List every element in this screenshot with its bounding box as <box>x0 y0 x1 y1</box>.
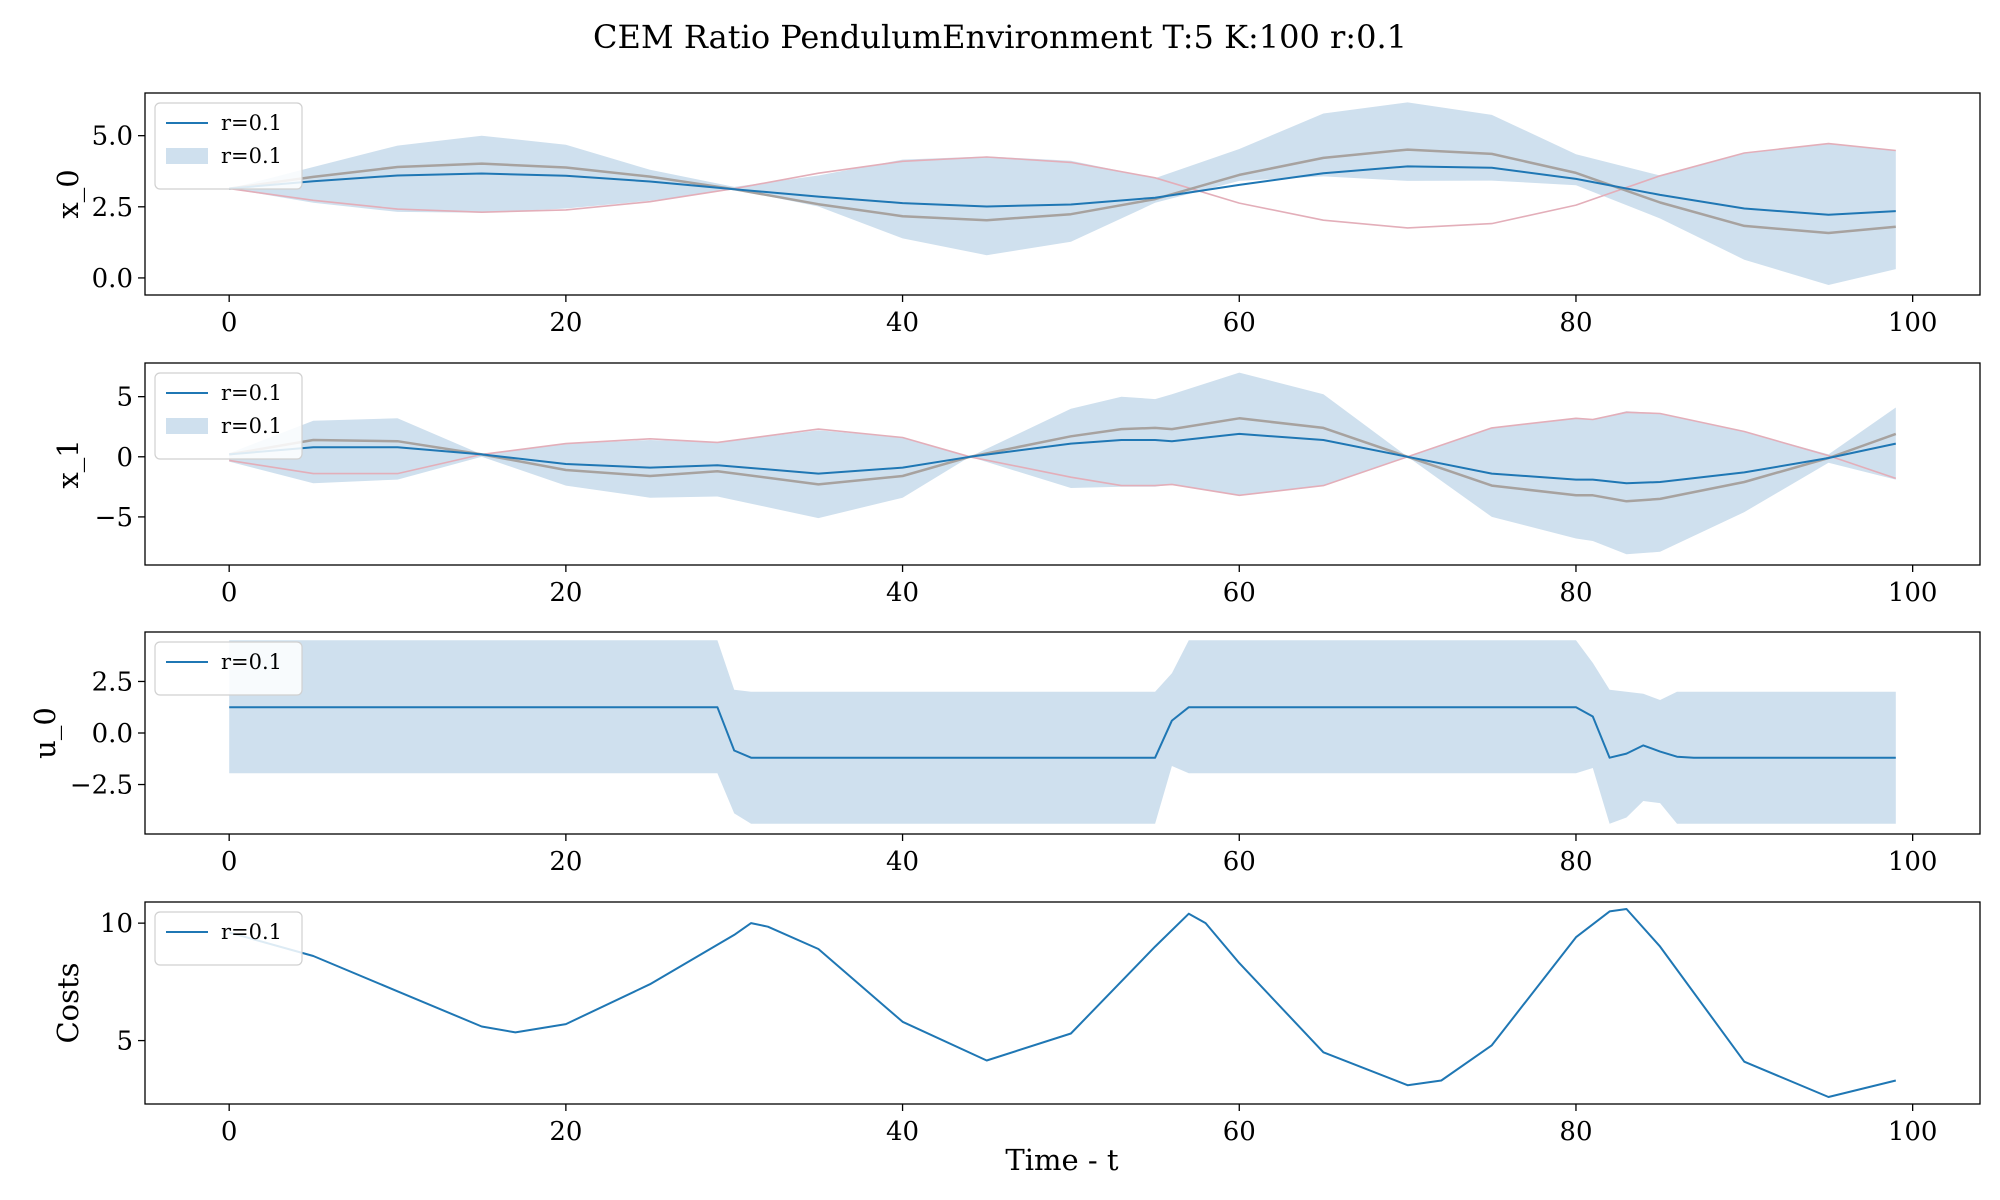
confidence-band <box>229 372 1896 555</box>
legend-box <box>154 372 303 460</box>
series-line-mean <box>229 706 1896 759</box>
x-tick-label: 0 <box>221 847 238 877</box>
x-tick-label: 60 <box>1223 847 1256 877</box>
x-tick-label: 80 <box>1559 578 1592 608</box>
axes-frame <box>144 92 1981 296</box>
x-tick-label: 80 <box>1559 847 1592 877</box>
legend-box <box>154 102 303 190</box>
legend-label: r=0.1 <box>221 414 282 438</box>
legend-label: r=0.1 <box>221 111 282 135</box>
y-tick-label: 10 <box>100 909 133 939</box>
plot-area <box>229 640 1896 824</box>
x-tick-label: 80 <box>1559 1117 1592 1147</box>
x-tick-label: 60 <box>1223 1117 1256 1147</box>
legend: r=0.1 r=0.1 <box>154 372 303 460</box>
y-tick-label: −2.5 <box>70 771 133 801</box>
x-tick-label: 100 <box>1888 308 1938 338</box>
y-tick-label: 0.0 <box>92 264 133 294</box>
legend: r=0.1 r=0.1 <box>154 102 303 190</box>
y-tick-label: 2.5 <box>92 667 133 697</box>
x-tick-label: 80 <box>1559 308 1592 338</box>
subplot-Costs: 0 20 40 60 80 100 5 10 Costs r=0.1 <box>51 901 1981 1147</box>
x-tick-label: 40 <box>886 578 919 608</box>
legend-label: r=0.1 <box>221 144 282 168</box>
x-axis-label: Time - t <box>1005 1143 1119 1177</box>
figure-title: CEM Ratio PendulumEnvironment T:5 K:100 … <box>593 18 1407 56</box>
y-axis-label: Costs <box>51 962 85 1043</box>
series-line-mean <box>229 165 1896 216</box>
series-line-1 <box>228 417 1897 503</box>
legend-label: r=0.1 <box>221 920 282 944</box>
legend-patch-swatch <box>166 148 208 164</box>
series-line-2 <box>229 142 1896 229</box>
y-axis-label: x_0 <box>51 169 86 218</box>
legend-label: r=0.1 <box>221 650 282 674</box>
legend-label: r=0.1 <box>221 381 282 405</box>
y-tick-label: 5 <box>116 1027 133 1057</box>
legend-patch-swatch <box>166 418 208 434</box>
x-tick-label: 100 <box>1888 578 1938 608</box>
y-tick-label: 0 <box>116 443 133 473</box>
x-tick-label: 20 <box>549 578 582 608</box>
confidence-band <box>229 640 1896 824</box>
subplot-x_1: 0 20 40 60 80 100 −5 0 5 x_1 r=0.1 r=0.1 <box>51 362 1981 608</box>
series-line-1 <box>229 148 1896 235</box>
x-tick-label: 0 <box>221 1117 238 1147</box>
legend: r=0.1 <box>154 641 303 696</box>
x-tick-label: 100 <box>1888 1117 1938 1147</box>
subplot-u_0: 0 20 40 60 80 100 −2.5 0.0 2.5 u_0 r=0.1 <box>28 631 1981 877</box>
series-line-mean <box>229 432 1897 485</box>
series-line-mean <box>228 908 1897 1098</box>
x-tick-label: 0 <box>221 308 238 338</box>
axes-frame <box>144 362 1981 566</box>
y-axis-label: u_0 <box>28 707 63 759</box>
x-tick-label: 100 <box>1888 847 1938 877</box>
y-tick-label: 2.5 <box>92 193 133 223</box>
confidence-band <box>229 102 1896 286</box>
y-tick-label: 5.0 <box>92 122 133 152</box>
plot-area <box>228 372 1897 555</box>
x-tick-label: 20 <box>549 1117 582 1147</box>
legend-box <box>154 641 303 696</box>
subplot-x_0: 0 20 40 60 80 100 0.0 2.5 5.0x_0 r=0.1 r=0.1 <box>51 92 1981 338</box>
plot-area <box>228 908 1897 1098</box>
x-tick-label: 40 <box>886 1117 919 1147</box>
y-axis-label: x_1 <box>51 439 86 488</box>
plot-area <box>229 102 1896 286</box>
x-tick-label: 0 <box>221 578 238 608</box>
legend: r=0.1 <box>154 911 303 966</box>
y-tick-label: 0.0 <box>92 719 133 749</box>
series-line-2 <box>229 411 1897 497</box>
x-tick-label: 60 <box>1223 578 1256 608</box>
x-tick-label: 20 <box>549 308 582 338</box>
y-tick-label: 5 <box>116 383 133 413</box>
axes-frame <box>144 901 1981 1105</box>
x-tick-label: 60 <box>1223 308 1256 338</box>
x-tick-label: 40 <box>886 308 919 338</box>
legend-box <box>154 911 303 966</box>
x-tick-label: 20 <box>549 847 582 877</box>
y-tick-label: −5 <box>95 503 133 533</box>
x-tick-label: 40 <box>886 847 919 877</box>
